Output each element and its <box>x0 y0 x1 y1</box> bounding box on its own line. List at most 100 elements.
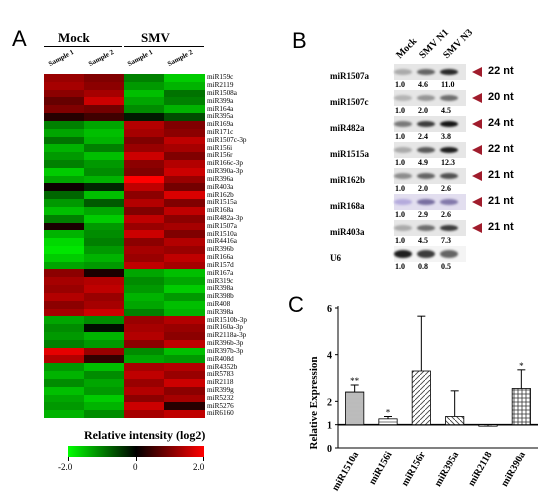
heatmap-cell <box>84 238 125 247</box>
heatmap-cell <box>84 191 125 200</box>
arrowhead-icon <box>472 93 482 103</box>
group-label-mock: Mock <box>58 30 90 45</box>
heatmap-cell <box>44 74 85 83</box>
heatmap-row-label: miR398a <box>207 284 234 293</box>
blot-value: 7.3 <box>441 236 451 245</box>
blot-value: 11.0 <box>441 80 455 89</box>
heatmap-row-label: miR408d <box>207 354 234 363</box>
heatmap-cell <box>124 97 165 106</box>
blot-value: 4.9 <box>418 158 428 167</box>
bar <box>378 418 398 426</box>
heatmap-cell <box>124 183 165 192</box>
heatmap-cell <box>84 206 125 216</box>
sample-label-smv-1: Sample 1 <box>126 48 155 68</box>
heatmap-row-label: miR6160 <box>207 409 234 418</box>
heatmap-cell <box>124 113 165 122</box>
arrowhead-icon <box>472 67 482 77</box>
heatmap-row-label: miR2119 <box>207 81 234 90</box>
heatmap-cell <box>44 105 85 114</box>
blot-band <box>440 250 458 258</box>
heatmap-row-label: miR171c <box>207 128 234 137</box>
heatmap-cell <box>44 332 85 341</box>
heatmap-row-label: miR399g <box>207 386 234 395</box>
heatmap-cell <box>44 183 85 192</box>
heatmap-row-label: miR396a <box>207 174 234 183</box>
blot-value: 2.9 <box>418 210 428 219</box>
heatmap-cell <box>84 199 125 208</box>
heatmap-cell <box>44 292 85 302</box>
heatmap-cell <box>44 347 85 356</box>
heatmap-cell <box>124 167 165 177</box>
heatmap-cell <box>124 136 165 145</box>
heatmap-cell <box>84 253 125 263</box>
heatmap-cell <box>124 199 165 208</box>
nt-size-label: 24 nt <box>488 117 514 129</box>
bar <box>445 416 465 426</box>
blot-value: 1.0 <box>395 80 405 89</box>
heatmap-cell <box>84 246 125 255</box>
arrowhead-icon <box>472 171 482 181</box>
heatmap-cell <box>124 261 165 270</box>
heatmap-row-label: miR164a <box>207 104 234 113</box>
colorbar <box>68 446 204 457</box>
heatmap-cell <box>44 394 85 403</box>
heatmap-cell <box>124 230 165 239</box>
blot-band <box>417 225 435 231</box>
nt-size-label: 21 nt <box>488 195 514 207</box>
panel-c-letter: C <box>288 292 304 317</box>
heatmap-cell <box>164 332 205 341</box>
heatmap-cell <box>44 199 85 208</box>
blot-image <box>394 168 466 184</box>
blot-panel: miR1507a 1.0 4.6 11.0 22 nt miR1507c 1.0 2.0 4.5… <box>330 64 554 300</box>
heatmap-cell <box>44 324 85 333</box>
blot-value: 2.4 <box>418 132 428 141</box>
heatmap-cell <box>44 144 85 153</box>
heatmap-row-label: miR156r <box>207 151 233 160</box>
blot-value: 2.0 <box>418 106 428 115</box>
heatmap-cell <box>44 113 85 122</box>
heatmap-cell <box>164 113 205 122</box>
nt-size-label: 20 nt <box>488 91 514 103</box>
heatmap-cell <box>124 347 165 356</box>
blot-band <box>394 95 412 101</box>
heatmap-cell <box>164 347 205 356</box>
blot-label: miR482a <box>330 123 365 133</box>
heatmap-row-label: miR5276 <box>207 401 234 410</box>
heatmap-cell <box>44 378 85 388</box>
heatmap-cell <box>124 128 165 138</box>
colorbar-mid-label: 0 <box>133 462 138 472</box>
heatmap-row-label: miR1510b-3p <box>207 315 247 324</box>
heatmap-cell <box>84 136 125 145</box>
blot-band <box>394 69 412 75</box>
heatmap-cell <box>124 410 165 419</box>
blot-value: 0.5 <box>441 262 451 271</box>
heatmap-cell <box>84 292 125 302</box>
heatmap-row-label: miR157d <box>207 260 234 269</box>
heatmap-cell <box>164 144 205 153</box>
heatmap-cell <box>164 222 205 231</box>
arrowhead-icon <box>472 119 482 129</box>
blot-value: 3.8 <box>441 132 451 141</box>
blot-label: miR162b <box>330 175 366 185</box>
blot-value: 4.5 <box>441 106 451 115</box>
heatmap-cell <box>164 378 205 388</box>
heatmap-cell <box>44 386 85 396</box>
heatmap-row-label: miR398b <box>207 292 234 301</box>
heatmap-cell <box>124 402 165 411</box>
heatmap-row-label: miR396b-3p <box>207 339 244 348</box>
heatmap-cell <box>84 378 125 388</box>
heatmap-cell <box>44 128 85 138</box>
heatmap-cell <box>44 230 85 239</box>
bar <box>411 370 431 426</box>
colorbar-min-label: -2.0 <box>58 462 73 472</box>
heatmap-cell <box>44 152 85 161</box>
group-label-smv: SMV <box>141 30 170 45</box>
y-axis-label: Relative Expression <box>308 357 320 450</box>
heatmap-cell <box>84 105 125 114</box>
heatmap <box>44 74 205 419</box>
heatmap-cell <box>164 136 205 145</box>
heatmap-cell <box>44 175 85 184</box>
y-tick-label: 0 <box>327 444 332 455</box>
blot-label: miR1515a <box>330 149 369 159</box>
heatmap-cell <box>124 355 165 364</box>
